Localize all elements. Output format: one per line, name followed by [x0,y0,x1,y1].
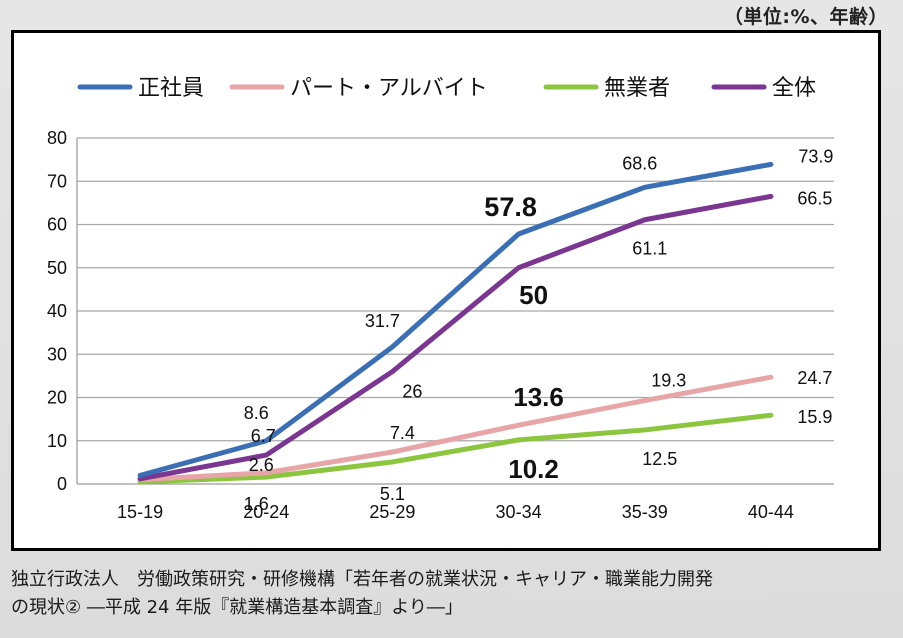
data-label: 7.4 [390,423,415,443]
chart-panel: 正社員 パート・アルバイト 無業者 全体 0 10 20 30 40 50 60 70 80 15-19… [11,30,881,551]
data-label: 24.7 [797,368,832,388]
y-tick-label: 10 [47,431,67,451]
legend: 正社員 パート・アルバイト 無業者 全体 [77,76,816,101]
x-tick-label: 15-19 [117,502,163,522]
series-line-1 [137,374,774,483]
data-label: 5.1 [380,484,405,504]
series-lines [137,161,774,485]
legend-label: 全体 [772,76,816,101]
y-tick-label: 40 [47,301,67,321]
caption-line-2: の現状② ―平成 24 年版『就業構造基本調査』より―」 [11,597,463,618]
y-tick-label: 70 [47,171,67,191]
series-line-0 [137,161,774,478]
x-tick-label: 35-39 [622,502,668,522]
data-label: 61.1 [632,239,667,259]
x-tick-label: 20-24 [243,502,289,522]
data-label: 8.6 [244,403,269,423]
y-tick-label: 0 [57,474,67,494]
data-label: 13.6 [513,382,564,412]
x-tick-label: 30-34 [496,502,542,522]
y-tick-label: 30 [47,344,67,364]
legend-label: 正社員 [138,76,204,101]
data-label: 73.9 [798,146,833,166]
data-label: 10.2 [508,454,559,484]
y-tick-label: 60 [47,215,67,235]
legend-label: 無業者 [604,76,670,101]
source-caption: 独立行政法人 労働政策研究・研修機構「若年者の就業状況・キャリア・職業能力開発 … [11,566,896,622]
data-label: 50 [519,280,548,310]
data-label: 2.6 [249,455,274,475]
grid-lines [77,137,834,485]
data-label: 12.5 [642,449,677,469]
unit-label: （単位:%、年齢） [723,6,888,28]
y-tick-label: 80 [47,128,67,148]
data-label: 31.7 [365,311,400,331]
data-label: 6.7 [251,426,276,446]
caption-line-1: 独立行政法人 労働政策研究・研修機構「若年者の就業状況・キャリア・職業能力開発 [11,569,713,590]
axes: 0 10 20 30 40 50 60 70 80 15-19 20-24 25-29 30-34 35-… [47,128,794,522]
y-tick-label: 20 [47,388,67,408]
legend-label: パート・アルバイト [290,76,488,101]
x-tick-label: 25-29 [369,502,415,522]
data-label: 1.6 [244,494,269,514]
data-label: 66.5 [797,188,832,208]
data-label: 57.8 [484,192,537,222]
series-line-3 [137,193,774,482]
line-chart: 正社員 パート・アルバイト 無業者 全体 0 10 20 30 40 50 60 70 80 15-19… [47,76,834,522]
data-label: 26 [402,382,422,402]
data-labels: 8.6 31.7 57.8 68.6 73.9 2.6 7.4 13.6 19.3 24.7 1.6… [244,146,834,514]
x-tick-label: 40-44 [748,502,794,522]
data-label: 19.3 [651,371,686,391]
y-tick-label: 50 [47,258,67,278]
series-line-2 [137,412,774,485]
data-label: 15.9 [797,407,832,427]
data-label: 68.6 [622,153,657,173]
